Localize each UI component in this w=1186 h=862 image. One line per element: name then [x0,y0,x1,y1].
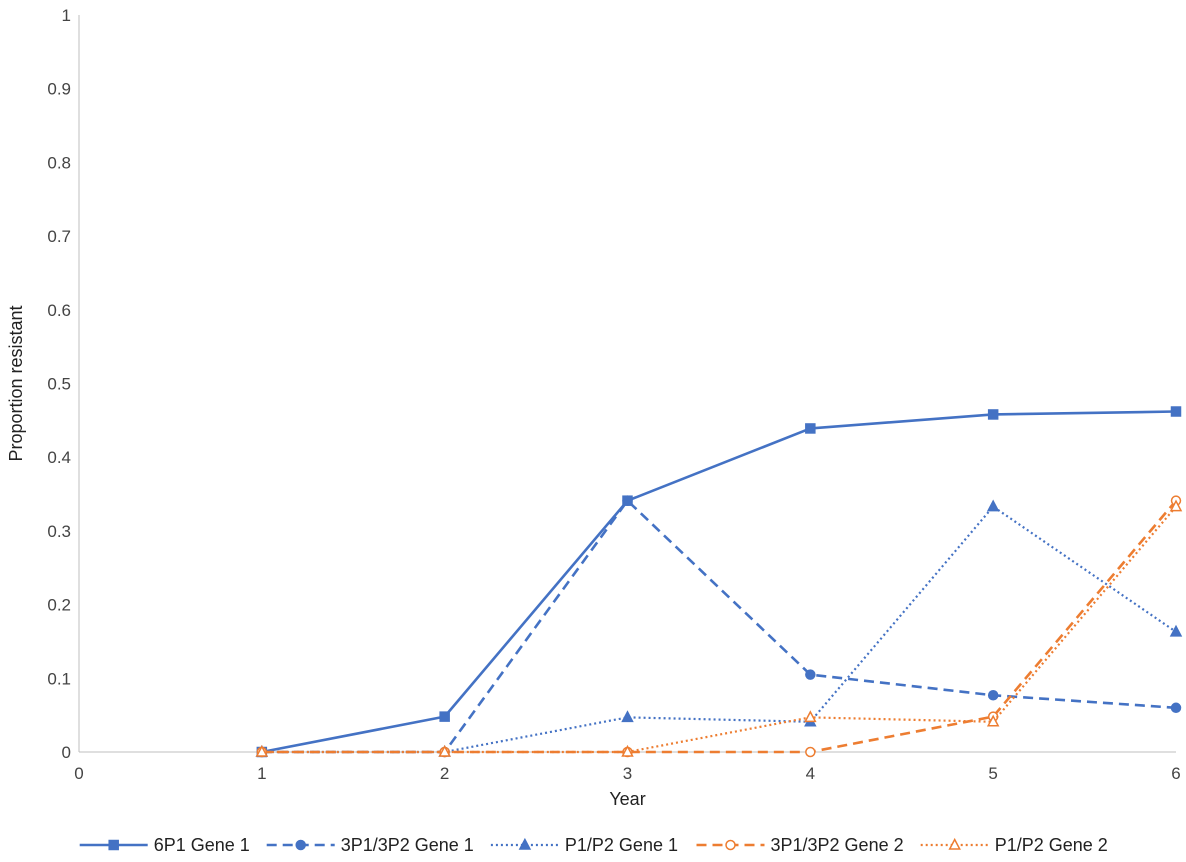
legend-marker [295,839,306,851]
series-4 [256,495,1182,758]
legend-label: 3P1/3P2 Gene 1 [341,835,474,855]
legend-label: P1/P2 Gene 2 [995,835,1108,855]
y-tick-label: 0.1 [47,669,71,688]
series-line [261,505,1177,754]
legend-item: 6P1 Gene 1 [79,835,250,855]
series-line [261,505,1177,754]
data-point [1169,624,1183,637]
data-point [1170,702,1182,714]
series-group [255,406,1183,758]
y-tick-label: 0.4 [47,448,71,467]
data-point [255,744,269,757]
y-tick-label: 0.3 [47,522,71,541]
data-point [805,423,816,434]
y-axis-title: Proportion resistant [6,305,26,461]
y-tick-label: 0.5 [47,375,71,394]
y-tick-label: 0.6 [47,301,71,320]
series-line [261,410,1177,754]
data-point [621,710,634,723]
y-tick-label: 0.2 [47,596,71,615]
y-tick-label: 0.8 [47,153,71,172]
series-1 [256,406,1182,758]
data-point [986,499,1000,512]
data-point [438,744,451,757]
y-tick-label: 0.7 [47,227,71,246]
x-tick-label: 1 [257,764,266,783]
data-point [1170,406,1182,417]
data-point [621,744,634,757]
y-tick-label: 0.9 [47,80,71,99]
legend-label: 6P1 Gene 1 [154,835,250,855]
y-tick-label: 0 [62,743,71,762]
legend-label: 3P1/3P2 Gene 2 [771,835,904,855]
legend-marker [108,839,119,851]
data-point [439,711,450,722]
x-tick-label: 6 [1171,764,1180,783]
legend-label: P1/P2 Gene 1 [565,835,678,855]
data-point [622,495,633,506]
data-point [1169,499,1183,512]
series-5 [255,499,1183,757]
data-point [987,690,999,701]
data-point [804,710,817,723]
series-2 [256,495,1182,758]
x-tick-label: 2 [440,764,449,783]
legend-marker [518,837,532,850]
legend-marker [948,837,961,850]
x-tick-label: 0 [74,764,83,783]
axes: 0 0.1 0.2 0.3 0.4 0.5 0.6 0.7 0.8 0.9 1 0 1 2 3 4 5 6 [47,6,1180,783]
data-point [805,669,816,680]
x-tick-label: 3 [623,764,632,783]
legend-marker [725,839,736,851]
x-tick-label: 5 [988,764,997,783]
data-point [986,714,1000,727]
legend-item: 3P1/3P2 Gene 1 [266,835,474,855]
legend-item: 3P1/3P2 Gene 2 [696,835,904,855]
x-axis-title: Year [609,789,645,809]
data-point [805,746,816,758]
series-3 [255,499,1183,757]
legend-item: P1/P2 Gene 2 [920,835,1108,855]
legend-item: P1/P2 Gene 1 [490,835,678,855]
series-line [261,499,1177,754]
x-tick-label: 4 [806,764,815,783]
data-point [987,409,999,420]
series-line [261,499,1177,754]
y-tick-label: 1 [62,6,71,25]
legend: 6P1 Gene 1 3P1/3P2 Gene 1 P1/P2 Gene 1 3P1/… [79,835,1108,855]
